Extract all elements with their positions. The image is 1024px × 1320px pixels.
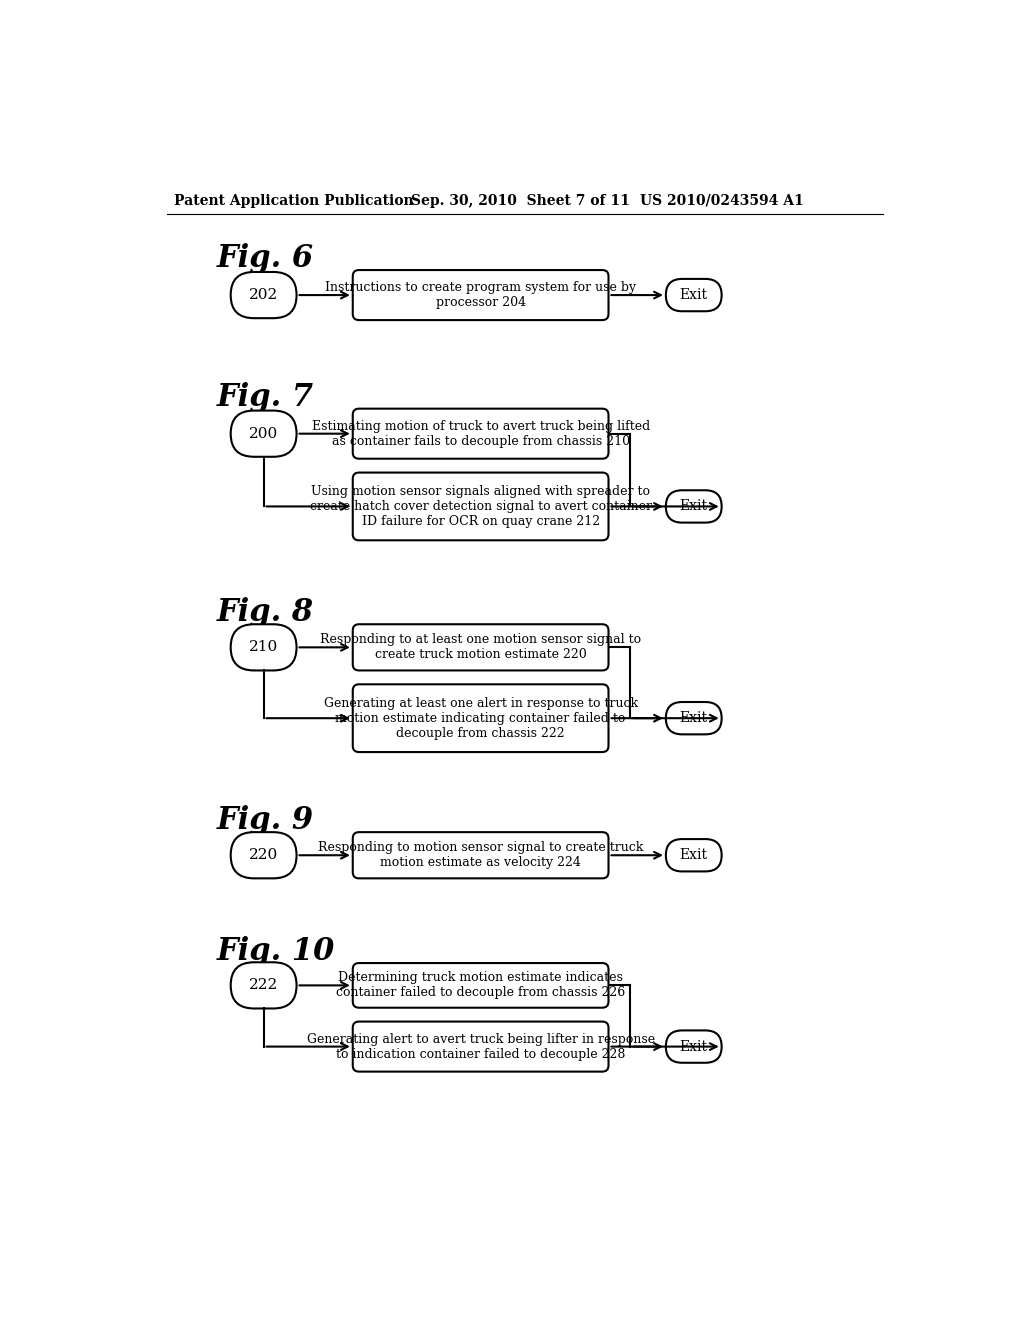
Text: Fig. 6: Fig. 6 xyxy=(217,243,314,275)
Text: Using motion sensor signals aligned with spreader to
create hatch cover detectio: Using motion sensor signals aligned with… xyxy=(309,484,651,528)
Text: Patent Application Publication: Patent Application Publication xyxy=(174,194,414,207)
Text: Generating at least one alert in response to truck
motion estimate indicating co: Generating at least one alert in respons… xyxy=(324,697,638,739)
FancyBboxPatch shape xyxy=(230,624,297,671)
Text: Exit: Exit xyxy=(680,711,708,725)
FancyBboxPatch shape xyxy=(666,1031,722,1063)
Text: Responding to motion sensor signal to create truck
motion estimate as velocity 2: Responding to motion sensor signal to cr… xyxy=(317,841,643,870)
FancyBboxPatch shape xyxy=(352,271,608,321)
Text: 200: 200 xyxy=(249,426,279,441)
Text: Exit: Exit xyxy=(680,849,708,862)
FancyBboxPatch shape xyxy=(230,832,297,878)
FancyBboxPatch shape xyxy=(230,411,297,457)
FancyBboxPatch shape xyxy=(666,279,722,312)
Text: Instructions to create program system for use by
processor 204: Instructions to create program system fo… xyxy=(325,281,636,309)
FancyBboxPatch shape xyxy=(352,409,608,459)
Text: Exit: Exit xyxy=(680,499,708,513)
FancyBboxPatch shape xyxy=(352,832,608,878)
Text: Fig. 7: Fig. 7 xyxy=(217,381,314,413)
FancyBboxPatch shape xyxy=(666,490,722,523)
FancyBboxPatch shape xyxy=(666,840,722,871)
Text: Responding to at least one motion sensor signal to
create truck motion estimate : Responding to at least one motion sensor… xyxy=(321,634,641,661)
FancyBboxPatch shape xyxy=(230,272,297,318)
Text: Determining truck motion estimate indicates
container failed to decouple from ch: Determining truck motion estimate indica… xyxy=(336,972,626,999)
FancyBboxPatch shape xyxy=(230,962,297,1008)
FancyBboxPatch shape xyxy=(352,624,608,671)
Text: Sep. 30, 2010  Sheet 7 of 11: Sep. 30, 2010 Sheet 7 of 11 xyxy=(411,194,630,207)
Text: 202: 202 xyxy=(249,288,279,302)
Text: Generating alert to avert truck being lifter in response
to indication container: Generating alert to avert truck being li… xyxy=(306,1032,654,1060)
Text: Estimating motion of truck to avert truck being lifted
as container fails to dec: Estimating motion of truck to avert truc… xyxy=(311,420,650,447)
FancyBboxPatch shape xyxy=(352,684,608,752)
FancyBboxPatch shape xyxy=(666,702,722,734)
Text: 210: 210 xyxy=(249,640,279,655)
FancyBboxPatch shape xyxy=(352,473,608,540)
Text: 220: 220 xyxy=(249,849,279,862)
Text: 222: 222 xyxy=(249,978,279,993)
Text: Exit: Exit xyxy=(680,288,708,302)
Text: Fig. 9: Fig. 9 xyxy=(217,805,314,836)
Text: Fig. 8: Fig. 8 xyxy=(217,598,314,628)
Text: US 2010/0243594 A1: US 2010/0243594 A1 xyxy=(640,194,803,207)
Text: Exit: Exit xyxy=(680,1040,708,1053)
FancyBboxPatch shape xyxy=(352,964,608,1007)
FancyBboxPatch shape xyxy=(352,1022,608,1072)
Text: Fig. 10: Fig. 10 xyxy=(217,936,336,968)
